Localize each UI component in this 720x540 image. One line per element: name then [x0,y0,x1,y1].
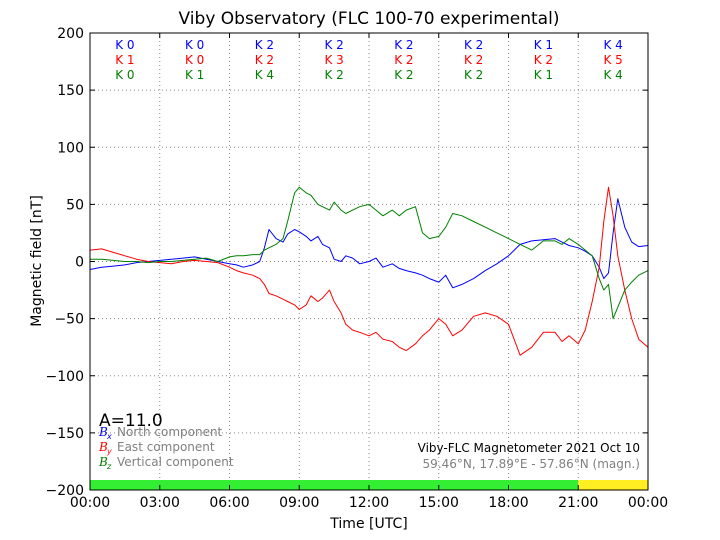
k-index-east: K 2 [464,53,483,67]
k-index-north: K 0 [185,38,204,52]
k-index-east: K 1 [115,53,134,67]
y-tick-label: −100 [46,369,84,385]
k-index-vertical: K 0 [115,68,134,82]
x-tick-label: 00:00 [628,495,668,511]
y-axis-title: Magnetic field [nT] [29,195,45,327]
k-index-vertical: K 1 [185,68,204,82]
x-tick-label: 15:00 [419,495,459,511]
info-coords: 59.46°N, 17.89°E - 57.86°N (magn.) [423,457,640,471]
y-tick-label: 0 [75,255,84,271]
y-tick-label: 150 [57,83,84,99]
k-index-east: K 2 [534,53,553,67]
legend-label: North component [117,425,223,439]
status-segment [90,480,578,490]
y-tick-label: −150 [46,426,84,442]
y-tick-label: 50 [66,197,84,213]
series-line-vertical-component [90,187,648,318]
y-tick-label: −50 [54,312,84,328]
k-index-vertical: K 2 [324,68,343,82]
chart-title: Viby Observatory (FLC 100-70 experimenta… [179,9,560,29]
x-tick-label: 09:00 [279,495,319,511]
legend-label: East component [117,440,215,454]
k-index-vertical: K 4 [603,68,622,82]
x-tick-label: 21:00 [558,495,598,511]
series-line-north-component [90,199,648,288]
k-index-vertical: K 2 [394,68,413,82]
k-index-east: K 0 [185,53,204,67]
k-index-vertical: K 2 [464,68,483,82]
k-index-north: K 2 [324,38,343,52]
k-index-east: K 3 [324,53,343,67]
x-axis-title: Time [UTC] [329,516,407,532]
x-tick-label: 06:00 [209,495,249,511]
k-index-north: K 0 [115,38,134,52]
k-index-east: K 2 [255,53,274,67]
k-index-north: K 2 [394,38,413,52]
info-title: Viby-FLC Magnetometer 2021 Oct 10 [418,441,640,455]
legend-symbol-subscript: z [106,462,112,471]
k-index-east: K 5 [603,53,622,67]
k-index-labels: K 0K 1K 0K 0K 0K 1K 2K 2K 4K 2K 3K 2K 2K… [115,38,623,82]
k-index-north: K 4 [603,38,622,52]
y-tick-label: 100 [57,140,84,156]
x-tick-label: 12:00 [349,495,389,511]
k-index-vertical: K 1 [534,68,553,82]
k-index-north: K 2 [255,38,274,52]
x-tick-label: 03:00 [140,495,180,511]
y-tick-label: 200 [57,26,84,42]
x-tick-label: 18:00 [488,495,528,511]
k-index-east: K 2 [394,53,413,67]
k-index-north: K 2 [464,38,483,52]
status-segment [578,480,648,490]
legend-label: Vertical component [117,455,234,469]
k-index-vertical: K 4 [255,68,274,82]
k-index-north: K 1 [534,38,553,52]
y-tick-label: −200 [46,483,84,499]
